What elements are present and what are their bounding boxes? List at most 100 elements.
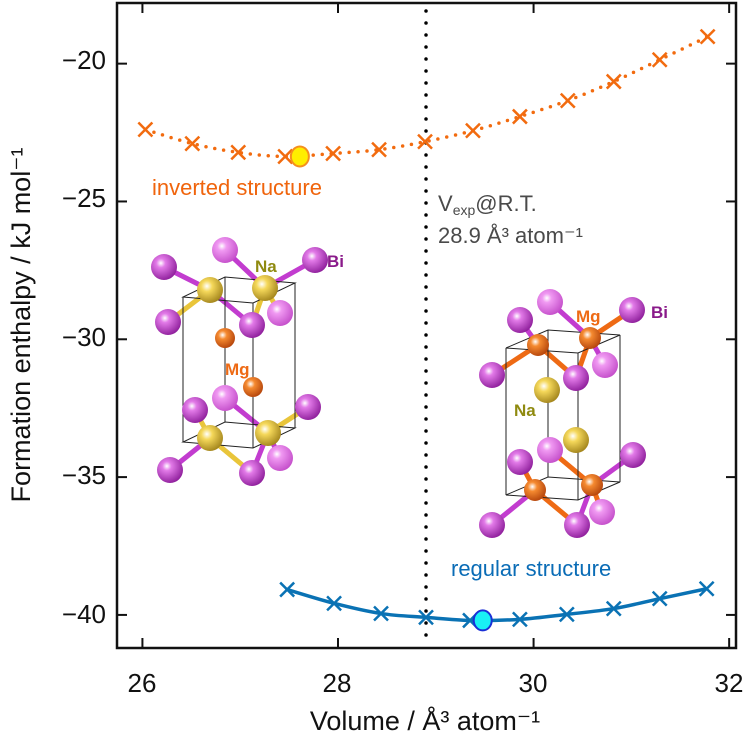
vexp-line1: Vexp@R.T. [438,191,537,218]
x-marker [512,611,528,628]
bi-atom [479,512,505,538]
na-atom [252,275,278,301]
experimental-volume-annotation: Vexp@R.T. 28.9 Å³ atom⁻¹ [438,191,583,248]
x-marker-stroke [651,590,668,607]
x-marker-stroke [512,108,528,125]
x-marker [184,135,201,152]
na-atom [197,425,223,451]
x-marker [418,609,434,626]
x-marker [699,28,716,45]
bi-atom [212,237,238,263]
bi-atom [507,307,533,333]
mg-atom [243,377,263,397]
x-marker-stroke [699,28,716,45]
bi-atom [151,254,177,280]
x-marker-stroke [698,580,715,597]
x-marker [558,606,575,623]
x-marker-stroke [418,609,434,626]
mg-atom [579,327,601,349]
x-marker [698,580,715,597]
x-marker-stroke [325,145,341,162]
x-marker-stroke [559,92,576,109]
x-tick-label: 28 [323,668,352,698]
bi-atom [563,365,589,391]
bi-atom [564,512,590,538]
y-tick-label: −40 [62,599,106,629]
x-marker-stroke [605,600,622,617]
na-label: Na [514,401,536,420]
inverted-minimum-point [289,145,310,168]
na-atom [563,427,589,453]
axis-ticks [117,3,736,648]
x-marker [325,145,341,162]
y-tick-label: −25 [62,183,106,213]
vexp-line2: 28.9 Å³ atom⁻¹ [438,223,583,248]
x-marker-stroke [605,73,622,90]
vexp-sub: exp [453,202,476,218]
bi-atom [155,309,181,335]
na-label: Na [255,257,277,276]
x-marker-stroke [279,581,296,598]
na-atom [255,420,281,446]
bi-atom [239,312,265,338]
bi-atom [267,445,293,471]
bi-label: Bi [651,303,668,322]
bi-atom [157,457,183,483]
bi-atom [537,289,563,315]
bi-atom [592,352,618,378]
y-tick-label: −30 [62,322,106,352]
bi-atom [302,247,328,273]
mg-atom [581,474,603,496]
y-tick-label: −20 [62,45,106,75]
x-marker-stroke [277,148,294,165]
bi-atom [212,385,238,411]
x-marker [279,581,296,598]
bi-atom [619,297,645,323]
bi-atom [295,394,321,420]
x-tick-label: 26 [128,668,157,698]
regular-structure-model: Mg Bi Na [479,289,668,538]
x-marker-stroke [230,144,247,161]
x-marker [512,108,528,125]
bi-atom [589,499,615,525]
x-marker-stroke [184,135,201,152]
bi-atom [182,397,208,423]
x-axis-title: Volume / Å³ atom⁻¹ [310,705,540,736]
x-marker [326,595,342,612]
mg-label: Mg [225,360,250,379]
tick-labels: 26 28 30 32 −20 −25 −30 −35 −40 [62,45,744,698]
x-marker [651,51,668,68]
plot-frame [115,1,738,650]
x-marker [417,133,433,150]
y-tick-label: −35 [62,460,106,490]
x-marker [559,92,576,109]
mg-atom [215,328,235,348]
x-marker [651,590,668,607]
vexp-rt: @R.T. [475,191,536,216]
x-marker-stroke [651,51,668,68]
x-marker-stroke [558,606,575,623]
x-marker [605,73,622,90]
bi-atom [507,449,533,475]
x-marker-stroke [373,605,389,622]
x-marker-stroke [417,133,433,150]
bi-atom [267,300,293,326]
x-marker [137,121,154,138]
x-marker-stroke [137,121,154,138]
inverted-structure-label: inverted structure [152,175,322,200]
mg-label: Mg [576,307,601,326]
x-marker [371,141,387,158]
x-marker-stroke [465,122,481,139]
regular-structure-line [285,586,709,623]
x-marker-stroke [371,141,387,158]
x-tick-label: 32 [715,668,744,698]
data-markers [137,28,716,632]
bi-atom [479,362,505,388]
x-marker-stroke [326,595,342,612]
na-atom [534,377,560,403]
bi-label: Bi [327,252,344,271]
y-axis-title: Formation enthalpy / kJ mol⁻¹ [6,148,36,503]
mg-atom [524,479,546,501]
na-atom [197,277,223,303]
